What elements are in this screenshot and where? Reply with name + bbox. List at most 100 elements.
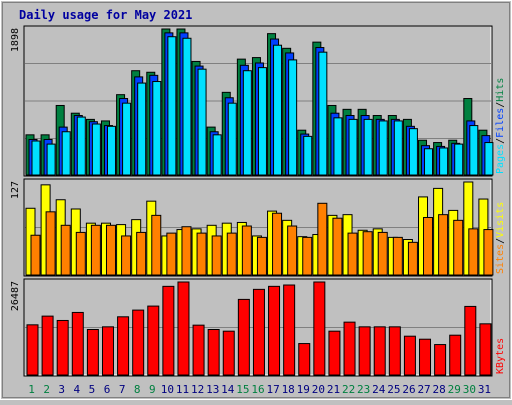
legend-separator: / bbox=[495, 102, 506, 108]
bar-sites-day-8 bbox=[136, 231, 147, 276]
bar-sites-day-6 bbox=[105, 224, 116, 276]
bar-sites-day-25 bbox=[392, 236, 403, 276]
bar-sites-day-13 bbox=[211, 235, 222, 276]
bar-sites-day-24 bbox=[377, 231, 388, 276]
bar-kbytes-day-11 bbox=[177, 281, 190, 376]
day-label-16: 16 bbox=[251, 383, 264, 396]
bar-kbytes-day-3 bbox=[56, 319, 69, 376]
bar-pages-day-14 bbox=[227, 102, 237, 176]
day-label-8: 8 bbox=[134, 383, 141, 396]
bar-pages-day-25 bbox=[393, 120, 403, 176]
day-label-4: 4 bbox=[74, 383, 81, 396]
bar-sites-day-18 bbox=[287, 225, 298, 276]
y-max-label: 127 bbox=[10, 181, 21, 199]
bar-pages-day-17 bbox=[273, 44, 283, 176]
day-label-25: 25 bbox=[387, 383, 400, 396]
day-label-1: 1 bbox=[28, 383, 35, 396]
bar-sites-day-17 bbox=[272, 212, 283, 276]
bar-sites-day-10 bbox=[166, 232, 177, 276]
day-label-21: 21 bbox=[327, 383, 340, 396]
bar-pages-day-10 bbox=[167, 36, 177, 176]
kbytes-panel: 26487 KBytes bbox=[10, 278, 506, 377]
day-label-27: 27 bbox=[417, 383, 430, 396]
bar-pages-day-26 bbox=[408, 128, 418, 176]
day-label-2: 2 bbox=[43, 383, 50, 396]
legend-separator: / bbox=[495, 238, 506, 244]
bar-sites-day-2 bbox=[45, 211, 56, 276]
bar-pages-day-28 bbox=[439, 147, 449, 176]
bar-sites-day-11 bbox=[181, 226, 192, 276]
bar-sites-day-21 bbox=[332, 217, 343, 276]
day-label-15: 15 bbox=[236, 383, 249, 396]
bar-kbytes-day-27 bbox=[419, 338, 432, 376]
bar-sites-day-5 bbox=[90, 224, 101, 276]
bar-sites-day-29 bbox=[453, 219, 464, 276]
day-label-29: 29 bbox=[448, 383, 461, 396]
day-label-5: 5 bbox=[89, 383, 96, 396]
bar-pages-day-11 bbox=[182, 37, 192, 176]
bar-pages-day-3 bbox=[61, 131, 71, 176]
legend-hits: Hits bbox=[495, 78, 506, 102]
day-label-18: 18 bbox=[282, 383, 295, 396]
bar-pages-day-29 bbox=[454, 143, 464, 176]
bar-pages-day-16 bbox=[257, 67, 267, 176]
bar-pages-day-31 bbox=[484, 142, 494, 176]
day-label-26: 26 bbox=[402, 383, 415, 396]
legend-visits: Visits bbox=[495, 202, 506, 238]
bar-pages-day-19 bbox=[303, 135, 313, 176]
bar-kbytes-day-30 bbox=[464, 305, 477, 376]
bar-sites-day-20 bbox=[317, 202, 328, 276]
bar-kbytes-day-20 bbox=[313, 281, 326, 376]
y-max-label: 26487 bbox=[10, 281, 21, 311]
bar-pages-day-21 bbox=[333, 117, 343, 176]
day-label-22: 22 bbox=[342, 383, 355, 396]
bar-sites-day-9 bbox=[151, 214, 162, 276]
bar-kbytes-day-31 bbox=[479, 323, 492, 376]
y-max-label: 1898 bbox=[10, 28, 21, 52]
day-label-11: 11 bbox=[176, 383, 189, 396]
day-axis-labels: 1 2 3 4 5 6 7 8 9 10 11 12 13 14 15 16 17 18 19 20 21 22 23 24 2… bbox=[28, 383, 491, 396]
legend-files: Files bbox=[495, 108, 506, 138]
bar-kbytes-day-26 bbox=[403, 335, 416, 376]
bar-pages-day-8 bbox=[137, 82, 147, 176]
bar-sites-day-4 bbox=[75, 231, 86, 276]
bar-kbytes-day-12 bbox=[192, 324, 205, 376]
legend-label: KBytes bbox=[495, 338, 506, 374]
bar-pages-day-12 bbox=[197, 68, 207, 176]
bar-pages-day-9 bbox=[152, 81, 162, 176]
bar-pages-day-7 bbox=[122, 102, 132, 176]
legend-label: Sites/Visits bbox=[495, 202, 506, 274]
bar-sites-day-15 bbox=[241, 225, 252, 276]
day-label-19: 19 bbox=[297, 383, 310, 396]
bar-pages-day-13 bbox=[212, 134, 222, 176]
bar-sites-day-12 bbox=[196, 232, 207, 276]
bar-kbytes-day-28 bbox=[434, 344, 447, 376]
bar-pages-day-23 bbox=[363, 118, 373, 176]
frame-dark-edge bbox=[2, 2, 510, 398]
bar-kbytes-day-5 bbox=[86, 329, 99, 376]
day-label-13: 13 bbox=[206, 383, 219, 396]
bar-sites-day-22 bbox=[347, 232, 358, 276]
legend-kbytes: KBytes bbox=[495, 338, 506, 374]
bar-pages-day-30 bbox=[469, 125, 479, 176]
bar-kbytes-day-13 bbox=[207, 329, 220, 376]
bar-kbytes-day-4 bbox=[71, 311, 84, 376]
bar-kbytes-day-19 bbox=[298, 343, 311, 376]
bar-sites-day-1 bbox=[30, 234, 41, 276]
bar-pages-day-5 bbox=[91, 123, 101, 176]
day-label-23: 23 bbox=[357, 383, 370, 396]
bar-sites-day-14 bbox=[226, 232, 237, 276]
bar-pages-day-18 bbox=[288, 59, 298, 176]
day-label-20: 20 bbox=[312, 383, 325, 396]
bar-kbytes-day-1 bbox=[26, 324, 39, 376]
bar-pages-day-22 bbox=[348, 118, 358, 176]
day-label-6: 6 bbox=[104, 383, 111, 396]
day-label-31: 31 bbox=[478, 383, 491, 396]
day-label-30: 30 bbox=[463, 383, 476, 396]
bar-sites-day-3 bbox=[60, 224, 71, 276]
day-label-10: 10 bbox=[161, 383, 174, 396]
day-label-17: 17 bbox=[266, 383, 279, 396]
